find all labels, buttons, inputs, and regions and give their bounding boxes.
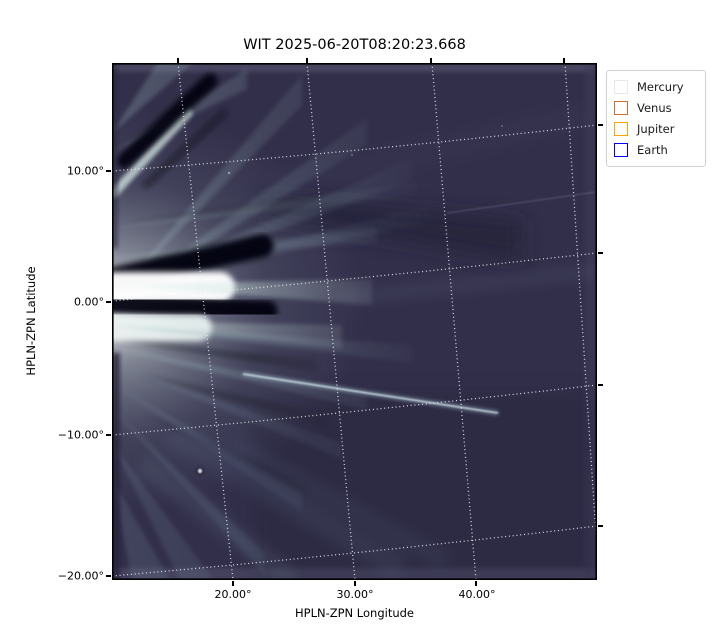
- legend-item-jupiter: Jupiter: [614, 118, 697, 139]
- tick-mark: [598, 384, 603, 386]
- x-tick-label-30: 30.00°: [336, 588, 374, 601]
- y-tick-label-10: 10.00°: [67, 164, 104, 178]
- faint-trail: [446, 191, 597, 214]
- tick-mark: [177, 58, 179, 63]
- legend-item-venus: Venus: [614, 97, 697, 118]
- plot-title: WIT 2025-06-20T08:20:23.668: [243, 37, 466, 53]
- tick-mark: [598, 525, 603, 527]
- tick-mark: [232, 581, 234, 586]
- y-tick-label-neg10: −10.00°: [57, 428, 104, 442]
- coronagraph-image: [112, 63, 597, 580]
- y-axis-label: HPLN-ZPN Latitude: [24, 266, 38, 376]
- x-axis-label: HPLN-ZPN Longitude: [294, 606, 414, 620]
- legend-label: Venus: [637, 100, 672, 115]
- legend-label: Jupiter: [637, 121, 675, 136]
- plot-area: [112, 63, 597, 580]
- bright-trail: [242, 373, 499, 414]
- coordinate-grid: [112, 63, 597, 580]
- tick-mark: [106, 575, 111, 577]
- legend-label: Earth: [637, 142, 668, 157]
- tick-mark: [475, 581, 477, 586]
- venus-marker-swatch: [614, 100, 628, 115]
- tick-mark: [430, 58, 432, 63]
- tick-mark: [106, 434, 111, 436]
- earth-marker-swatch: [614, 142, 628, 157]
- legend: Mercury Venus Jupiter Earth: [606, 70, 706, 167]
- mercury-marker-swatch: [614, 79, 628, 94]
- tick-mark: [598, 252, 603, 254]
- legend-item-earth: Earth: [614, 139, 697, 160]
- tick-mark: [354, 581, 356, 586]
- jupiter-marker-swatch: [614, 121, 628, 136]
- y-tick-label-0: 0.00°: [74, 295, 104, 309]
- legend-item-mercury: Mercury: [614, 76, 697, 97]
- tick-mark: [563, 58, 565, 63]
- x-tick-label-20: 20.00°: [214, 588, 252, 601]
- legend-label: Mercury: [637, 79, 684, 94]
- axes-frame: [112, 63, 597, 580]
- tick-mark: [106, 301, 111, 303]
- tick-mark: [598, 124, 603, 126]
- x-tick-label-40: 40.00°: [458, 588, 496, 601]
- point-source: [197, 468, 203, 474]
- y-tick-label-neg20: −20.00°: [57, 569, 104, 583]
- dark-band-lower: [112, 292, 278, 322]
- tick-mark: [106, 170, 111, 172]
- tick-mark: [306, 58, 308, 63]
